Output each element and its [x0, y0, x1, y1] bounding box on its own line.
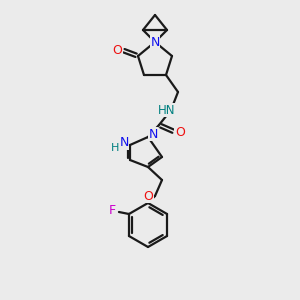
Text: O: O [175, 125, 185, 139]
Text: H: H [111, 143, 119, 153]
Text: N: N [148, 128, 158, 140]
Text: O: O [143, 190, 153, 202]
Text: N: N [150, 35, 160, 49]
Text: O: O [112, 44, 122, 56]
Text: F: F [108, 205, 116, 218]
Text: HN: HN [158, 103, 176, 116]
Text: N: N [119, 136, 129, 149]
